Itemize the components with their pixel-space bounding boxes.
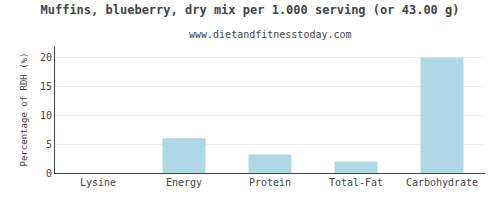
svg-text:20: 20: [40, 52, 52, 63]
svg-text:Muffins, blueberry, dry mix pe: Muffins, blueberry, dry mix per 1.000 se…: [40, 3, 459, 17]
svg-text:0: 0: [46, 168, 52, 179]
svg-text:5: 5: [46, 139, 52, 150]
svg-text:10: 10: [40, 110, 52, 121]
svg-text:Lysine: Lysine: [80, 177, 116, 188]
svg-text:Total-Fat: Total-Fat: [329, 177, 383, 188]
svg-text:www.dietandfitnesstoday.com: www.dietandfitnesstoday.com: [189, 29, 352, 40]
svg-text:Carbohydrate: Carbohydrate: [406, 177, 478, 188]
svg-text:Energy: Energy: [166, 177, 202, 188]
svg-text:15: 15: [40, 81, 52, 92]
svg-text:Protein: Protein: [249, 177, 291, 188]
svg-text:Percentage of RDH (%): Percentage of RDH (%): [19, 53, 29, 167]
